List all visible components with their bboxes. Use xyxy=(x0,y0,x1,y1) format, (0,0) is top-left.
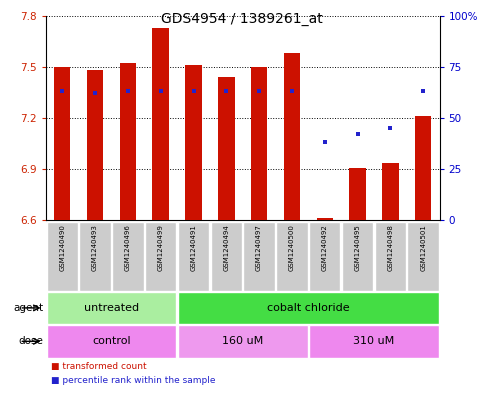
Bar xyxy=(54,67,71,220)
Text: 310 uM: 310 uM xyxy=(353,336,395,346)
Text: GSM1240493: GSM1240493 xyxy=(92,224,98,271)
Bar xyxy=(79,222,111,291)
Bar xyxy=(178,325,308,358)
Bar xyxy=(251,67,267,220)
Bar xyxy=(46,325,176,358)
Point xyxy=(321,139,328,145)
Bar xyxy=(407,222,439,291)
Text: GSM1240501: GSM1240501 xyxy=(420,224,426,271)
Bar xyxy=(218,77,235,220)
Point xyxy=(157,88,165,94)
Bar xyxy=(153,28,169,220)
Text: GSM1240490: GSM1240490 xyxy=(59,224,65,271)
Bar xyxy=(382,163,398,220)
Text: GSM1240492: GSM1240492 xyxy=(322,224,328,271)
Text: GSM1240498: GSM1240498 xyxy=(387,224,393,271)
Bar xyxy=(46,292,176,324)
Bar xyxy=(309,222,341,291)
Bar xyxy=(309,325,439,358)
Bar xyxy=(185,65,202,220)
Point xyxy=(354,131,361,138)
Text: GDS4954 / 1389261_at: GDS4954 / 1389261_at xyxy=(161,12,322,26)
Bar xyxy=(46,222,78,291)
Text: GSM1240499: GSM1240499 xyxy=(157,224,164,271)
Text: ■ percentile rank within the sample: ■ percentile rank within the sample xyxy=(51,376,215,385)
Text: GSM1240494: GSM1240494 xyxy=(223,224,229,271)
Text: untreated: untreated xyxy=(84,303,139,313)
Bar xyxy=(178,292,439,324)
Point xyxy=(288,88,296,94)
Text: GSM1240497: GSM1240497 xyxy=(256,224,262,271)
Bar xyxy=(145,222,176,291)
Bar xyxy=(284,53,300,220)
Bar xyxy=(276,222,308,291)
Point xyxy=(190,88,198,94)
Text: GSM1240500: GSM1240500 xyxy=(289,224,295,271)
Bar xyxy=(316,217,333,220)
Point xyxy=(223,88,230,94)
Bar xyxy=(87,70,103,220)
Text: cobalt chloride: cobalt chloride xyxy=(267,303,350,313)
Bar xyxy=(211,222,242,291)
Point xyxy=(58,88,66,94)
Text: ■ transformed count: ■ transformed count xyxy=(51,362,146,371)
Point xyxy=(91,90,99,97)
Text: GSM1240495: GSM1240495 xyxy=(355,224,360,271)
Bar xyxy=(349,168,366,220)
Bar xyxy=(178,222,209,291)
Bar xyxy=(243,222,275,291)
Bar xyxy=(415,116,431,220)
Point xyxy=(419,88,427,94)
Text: 160 uM: 160 uM xyxy=(222,336,263,346)
Text: dose: dose xyxy=(18,336,43,346)
Point xyxy=(255,88,263,94)
Point xyxy=(124,88,132,94)
Text: agent: agent xyxy=(14,303,43,313)
Bar xyxy=(120,63,136,220)
Bar xyxy=(375,222,406,291)
Bar xyxy=(342,222,373,291)
Bar xyxy=(112,222,143,291)
Text: GSM1240491: GSM1240491 xyxy=(190,224,197,271)
Text: GSM1240496: GSM1240496 xyxy=(125,224,131,271)
Point xyxy=(386,125,394,131)
Text: control: control xyxy=(92,336,131,346)
